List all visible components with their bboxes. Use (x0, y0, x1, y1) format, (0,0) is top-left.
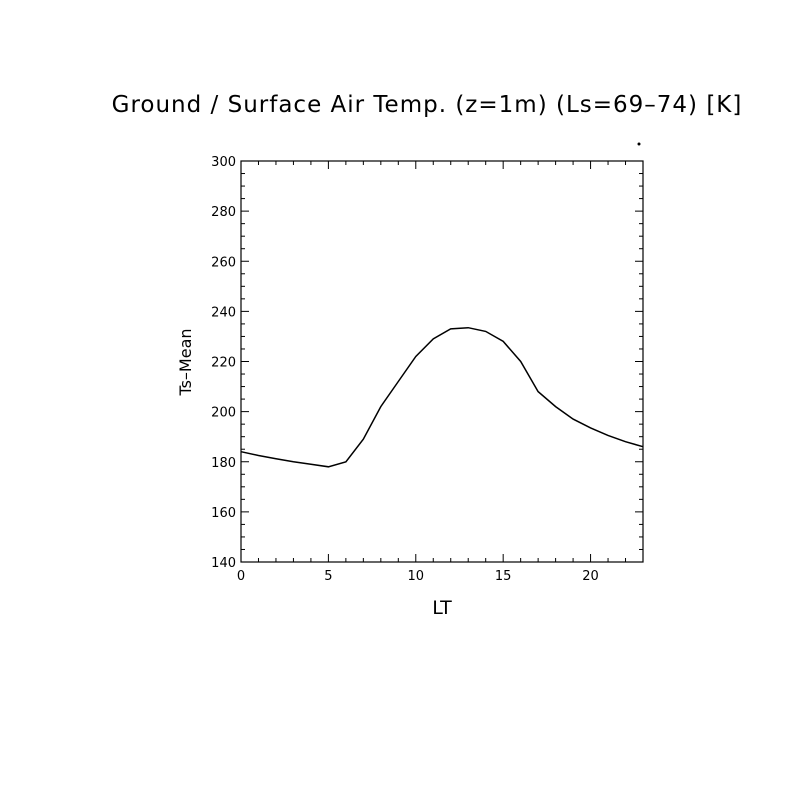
axis-ticks (240, 160, 644, 563)
x-tick-label: 5 (324, 569, 332, 584)
y-tick-label: 260 (211, 255, 236, 270)
x-tick-label: 20 (582, 569, 599, 584)
series-line (240, 326, 644, 468)
y-tick-label: 280 (211, 205, 236, 220)
y-tick-label: 140 (211, 556, 236, 571)
plot-frame (240, 160, 644, 563)
y-tick-label: 240 (211, 305, 236, 320)
tick-labels: 0 5 10 15 20 140 160 180 200 220 240 260 280 300 (211, 155, 599, 584)
y-tick-label: 180 (211, 456, 236, 471)
x-tick-label: 0 (237, 569, 245, 584)
corner-dot (637, 142, 641, 146)
chart-title: Ground / Surface Air Temp. (z=1m) (Ls=69… (112, 92, 743, 118)
y-axis-label: Ts–Mean (176, 328, 195, 396)
y-tick-label: 200 (211, 406, 236, 421)
y-tick-label: 220 (211, 356, 236, 371)
x-axis-label: LT (432, 597, 452, 619)
y-tick-label: 160 (211, 506, 236, 521)
x-tick-label: 15 (495, 569, 512, 584)
x-tick-label: 10 (408, 569, 425, 584)
y-tick-label: 300 (211, 155, 236, 170)
